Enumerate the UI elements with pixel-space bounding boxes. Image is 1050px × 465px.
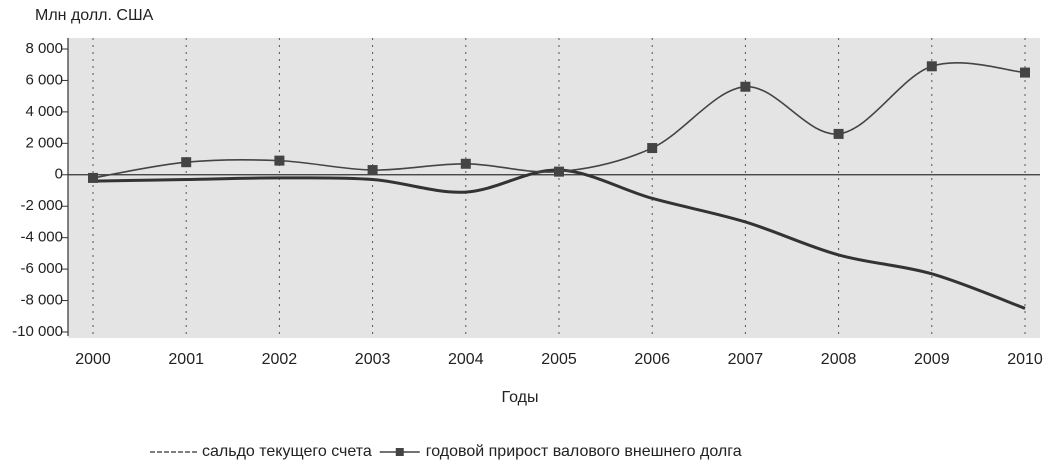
y-tick-label: -8 000 (20, 292, 63, 309)
x-tick-label: 2007 (728, 351, 764, 368)
y-tick-label: 0 (55, 166, 63, 183)
marker (647, 143, 658, 154)
marker (460, 158, 471, 169)
x-tick-label: 2000 (75, 351, 111, 368)
chart-title: Млн долл. США (35, 7, 154, 24)
marker (1020, 67, 1030, 78)
marker (274, 155, 285, 166)
x-tick-label: 2006 (634, 351, 670, 368)
y-tick-label: 2 000 (25, 134, 63, 151)
x-axis-label: Годы (502, 389, 539, 406)
y-tick-label: 6 000 (25, 71, 63, 88)
y-tick-label: -10 000 (12, 323, 63, 340)
y-tick-label: -4 000 (20, 229, 63, 246)
plot-area (68, 38, 1040, 338)
marker (833, 128, 844, 139)
x-tick-label: 2001 (168, 351, 204, 368)
y-tick-label: 4 000 (25, 103, 63, 120)
x-tick-label: 2002 (262, 351, 298, 368)
x-tick-label: 2003 (355, 351, 391, 368)
marker (181, 157, 192, 168)
series-line (92, 62, 1026, 179)
x-tick-label: 2004 (448, 351, 484, 368)
x-tick-label: 2010 (1007, 351, 1043, 368)
y-tick-label: 8 000 (25, 40, 63, 57)
marker (926, 61, 937, 72)
legend-symbol (395, 448, 404, 456)
x-tick-label: 2005 (541, 351, 577, 368)
y-tick-label: -2 000 (20, 197, 63, 214)
legend-label: сальдо текущего счета (202, 443, 372, 460)
x-tick-label: 2009 (914, 351, 950, 368)
marker (554, 166, 564, 177)
y-tick-label: -6 000 (20, 260, 63, 277)
marker (88, 172, 98, 183)
x-tick-label: 2008 (821, 351, 857, 368)
legend-label: годовой прирост валового внешнего долга (426, 443, 742, 460)
marker (367, 165, 378, 176)
marker (740, 81, 751, 92)
